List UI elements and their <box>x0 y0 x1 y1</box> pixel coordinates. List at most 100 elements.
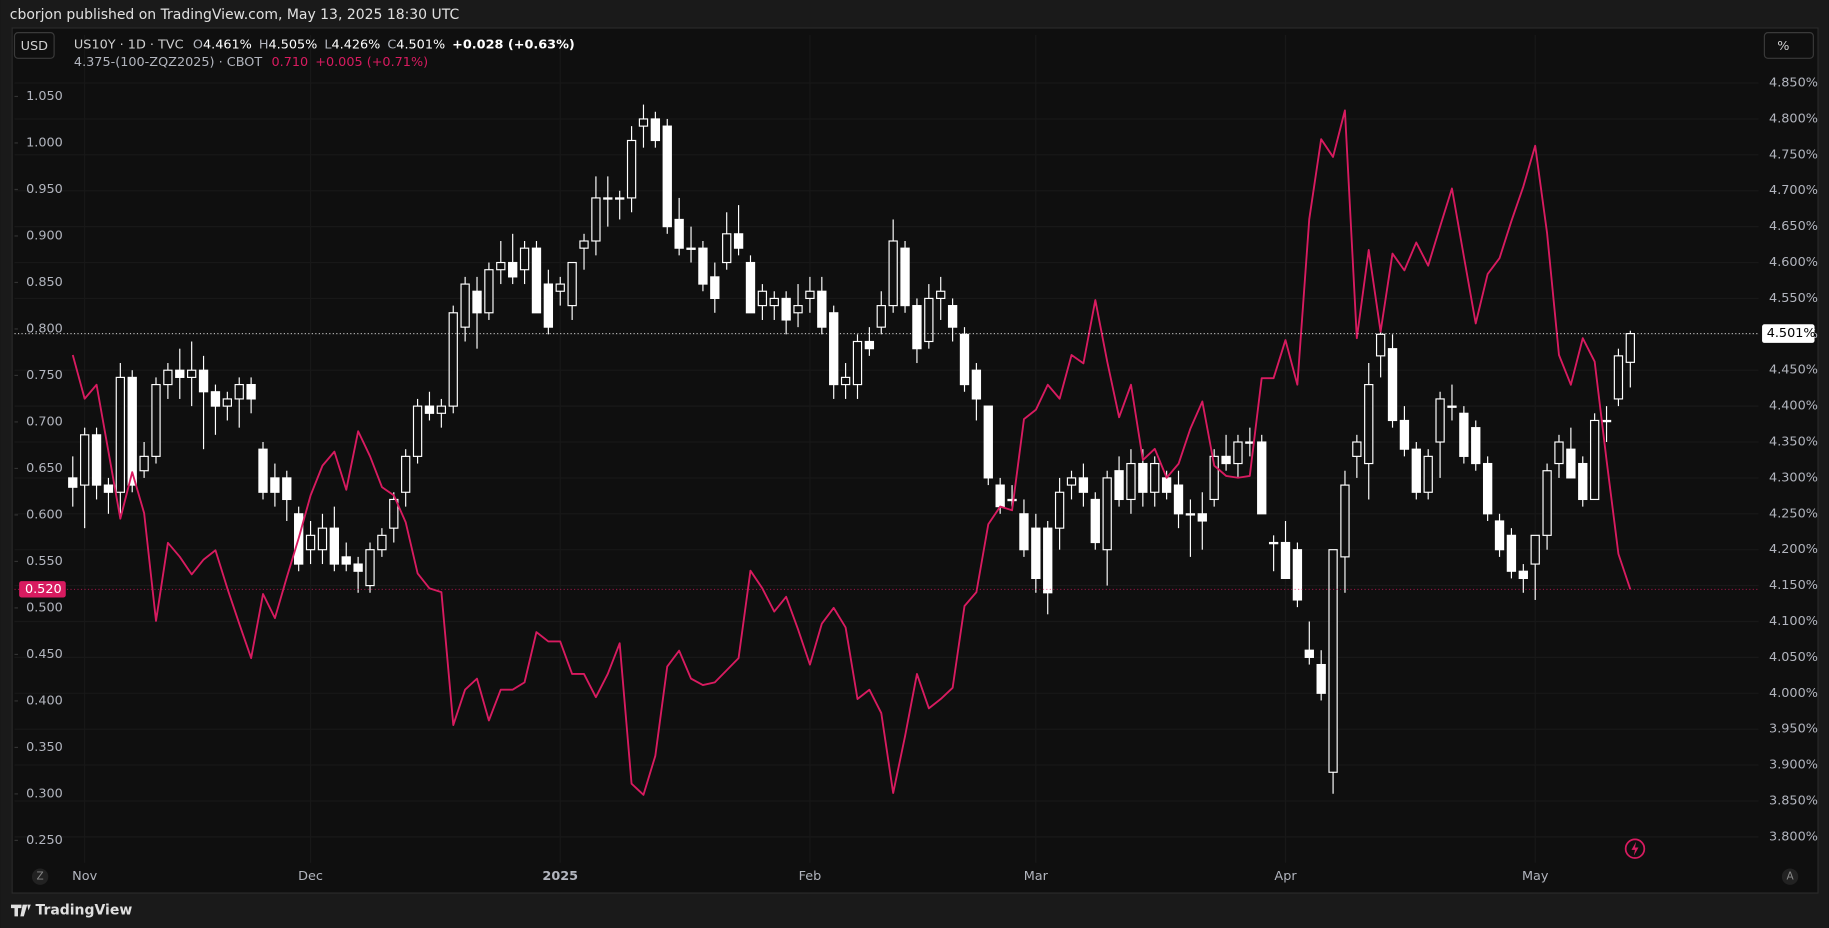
candle-body <box>1589 419 1600 501</box>
candle-body <box>1280 541 1291 579</box>
candle-body <box>781 297 791 321</box>
y-tick-label: 0.300 <box>26 786 63 801</box>
legend-row: 4.375-(100-ZQZ2025) · CBOT 0.710 +0.005 (+… <box>74 54 428 69</box>
candle-body <box>412 405 423 457</box>
candle-body <box>531 247 542 314</box>
y2-tick-label: 4.700% <box>1769 183 1818 198</box>
y-tick-label: 0.700 <box>26 414 63 429</box>
candle-body <box>959 333 970 386</box>
y-tick-label: 0.450 <box>26 647 63 662</box>
chart-panel <box>11 27 1819 894</box>
candle-body <box>1625 333 1635 363</box>
candle-body <box>1459 412 1469 457</box>
candle-body <box>341 556 351 565</box>
candle-body <box>924 297 934 343</box>
scale-button[interactable] <box>1763 32 1814 59</box>
legend-value: 0.710 <box>272 54 309 69</box>
candle-body <box>1138 462 1148 493</box>
candle-body <box>1375 333 1386 357</box>
candle-body <box>1352 441 1362 457</box>
candle-body <box>198 369 209 393</box>
legend-value: 4.501% <box>396 37 445 52</box>
y2-tick-label: 4.600% <box>1769 255 1818 270</box>
candle-body <box>1447 405 1457 408</box>
candle-body <box>686 247 696 250</box>
line-series <box>71 109 1632 796</box>
candle-body <box>258 448 268 493</box>
x-tick-label: Mar <box>1024 869 1049 884</box>
candle-body <box>1066 477 1077 486</box>
y2-tick-label: 3.950% <box>1769 722 1818 737</box>
candle-body <box>1482 462 1493 515</box>
price-label-box <box>19 581 66 598</box>
auto-label: A <box>1786 871 1794 883</box>
candle-body <box>1471 427 1481 465</box>
candle-body <box>1007 498 1017 502</box>
candle-body <box>1031 527 1041 579</box>
candle-body <box>115 376 125 493</box>
candle-body <box>1233 441 1243 465</box>
candle-body <box>1554 441 1564 465</box>
candle-body <box>1340 484 1350 558</box>
x-tick-label: Dec <box>298 869 323 884</box>
publisher-line: cborjon published on TradingView.com, Ma… <box>10 7 459 23</box>
candle-body <box>1257 441 1267 515</box>
candle-body <box>317 527 328 551</box>
candle-body <box>769 297 779 307</box>
candle-body <box>222 398 233 407</box>
y-tick-label: 0.850 <box>26 275 63 290</box>
candle-body <box>1578 462 1588 501</box>
candle-body <box>638 118 649 127</box>
candle-body <box>876 305 886 328</box>
currency-button[interactable] <box>13 32 55 59</box>
candle-body <box>1423 455 1433 493</box>
candle-body <box>1328 549 1338 773</box>
candle-body <box>91 434 102 486</box>
y-tick-label: 0.500 <box>26 600 63 615</box>
candle-body <box>151 383 161 457</box>
y-tick-label: 0.800 <box>26 321 63 336</box>
candle-body <box>79 434 90 486</box>
candle-body <box>805 290 815 300</box>
candle-body <box>424 405 435 414</box>
candle-body <box>650 118 661 142</box>
currency-label: USD <box>21 39 49 54</box>
candle-body <box>103 484 114 493</box>
candle-body <box>1292 549 1303 601</box>
candle-body <box>1185 513 1196 516</box>
y-tick-label: 0.550 <box>26 554 63 569</box>
y2-tick-label: 4.850% <box>1769 76 1818 91</box>
legend-name: US10Y · 1D · TVC <box>74 37 184 52</box>
alert-icon[interactable] <box>1624 838 1646 859</box>
candle-body <box>1054 491 1065 529</box>
candle-body <box>1197 513 1207 522</box>
candle-body <box>1494 520 1505 551</box>
zoom-button[interactable] <box>31 868 49 885</box>
auto-button[interactable] <box>1781 868 1799 885</box>
price-label: 0.520 <box>25 582 62 597</box>
candle-body <box>852 340 863 386</box>
y-tick-label: 0.950 <box>26 182 63 197</box>
y-tick-label: 0.600 <box>26 507 63 522</box>
zoom-label: Z <box>37 871 44 883</box>
legend-key: C <box>387 37 396 52</box>
y-tick-label: 0.350 <box>26 740 63 755</box>
candle-body <box>662 125 672 228</box>
candle-body <box>436 405 447 414</box>
candle-body <box>817 290 827 328</box>
candle-body <box>722 233 732 264</box>
candle-body <box>1245 441 1255 444</box>
y2-tick-label: 4.350% <box>1769 435 1818 450</box>
candle-body <box>1364 383 1374 465</box>
candle-body <box>543 283 554 328</box>
candle-body <box>900 247 910 307</box>
y2-tick-label: 4.650% <box>1769 219 1818 234</box>
y-tick-label: 1.000 <box>26 135 63 150</box>
candle-body <box>365 549 375 587</box>
candle-body <box>674 218 684 249</box>
candle-body <box>187 369 197 378</box>
candle-body <box>1102 477 1112 551</box>
candle-body <box>745 261 756 314</box>
legend-key: L <box>324 37 332 52</box>
candle-body <box>626 139 637 199</box>
